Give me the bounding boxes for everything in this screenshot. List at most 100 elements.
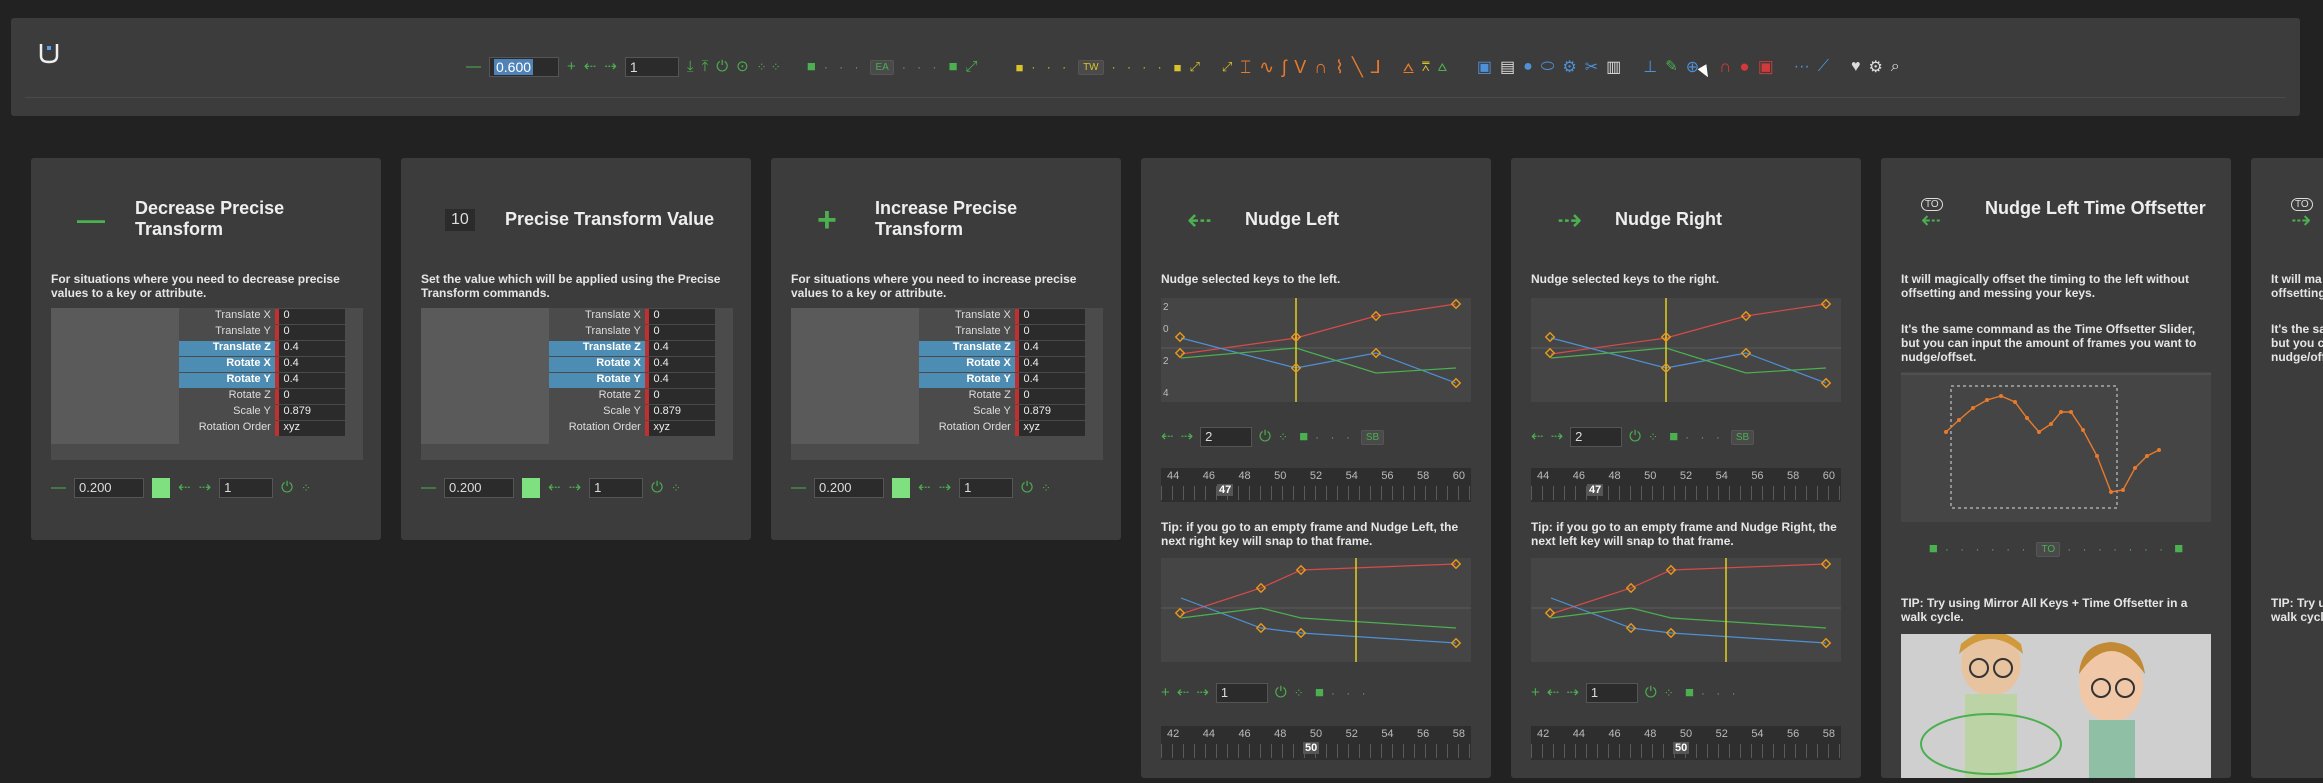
- attribute-value[interactable]: 0: [649, 325, 715, 340]
- nudge-right-icon[interactable]: ⇢: [604, 58, 617, 75]
- sb-badge[interactable]: SB: [1730, 429, 1755, 445]
- nudge-left-icon[interactable]: ⇠: [1161, 428, 1174, 445]
- timeline-ruler-2[interactable]: 42 44 46 48 50 52 54 56 58 50: [1531, 726, 1841, 760]
- search-icon[interactable]: ⌕: [1890, 58, 1900, 75]
- tween-end-icon[interactable]: ■: [1173, 59, 1182, 75]
- nudge-right-icon[interactable]: ⇢: [1550, 428, 1564, 445]
- nudge-up-icon[interactable]: ⤒: [701, 58, 709, 75]
- attribute-value[interactable]: 0: [279, 325, 345, 340]
- precise-value-field[interactable]: 0.200: [444, 478, 514, 498]
- attribute-row[interactable]: Rotate X 0.4: [919, 357, 1085, 372]
- record-icon[interactable]: ●: [1739, 57, 1750, 76]
- slider-track[interactable]: · · ·: [1315, 430, 1354, 444]
- slider-start-icon[interactable]: ■: [1928, 540, 1938, 557]
- attribute-value[interactable]: 0.4: [279, 357, 345, 372]
- power-icon[interactable]: ⏻: [281, 479, 294, 496]
- decrease-icon[interactable]: —: [51, 479, 66, 496]
- tween-slider-track[interactable]: · · ·: [1031, 60, 1071, 74]
- keys-align-icon[interactable]: ⩞: [1421, 59, 1430, 74]
- keys-gather-icon[interactable]: ⩟: [1437, 58, 1447, 75]
- attribute-value[interactable]: 0: [279, 389, 345, 404]
- precise-value-field[interactable]: 0.200: [814, 478, 884, 498]
- attribute-value[interactable]: 0: [279, 309, 345, 324]
- nudge-frames-field[interactable]: 2: [1570, 427, 1623, 447]
- nudge-frames-field[interactable]: 1: [624, 57, 679, 77]
- settings-icon[interactable]: ⚙: [1868, 59, 1883, 76]
- nudge-left-icon[interactable]: ⇠: [1176, 684, 1190, 701]
- to-badge[interactable]: TO: [2036, 541, 2061, 557]
- curve-wave-icon[interactable]: ⌇: [1335, 57, 1344, 77]
- ease-start-icon[interactable]: ■: [806, 58, 816, 75]
- frames-field[interactable]: 1: [589, 478, 644, 498]
- magnet-icon[interactable]: ∩: [1719, 57, 1732, 76]
- curve-linear-icon[interactable]: ╲: [1351, 57, 1363, 77]
- ease-badge[interactable]: EA: [870, 59, 894, 75]
- ease-curve-icon[interactable]: ⤢: [965, 58, 978, 75]
- more-icon[interactable]: ···: [1793, 58, 1810, 75]
- nudge-right-icon[interactable]: ⇢: [1180, 428, 1194, 445]
- curve-s-icon[interactable]: ∿: [1259, 57, 1275, 77]
- add-icon[interactable]: +: [1161, 684, 1170, 701]
- attribute-row[interactable]: Translate Y 0: [919, 325, 1085, 340]
- attribute-row[interactable]: Rotate Z 0: [179, 389, 345, 404]
- nudge-left-icon[interactable]: ⇠: [1546, 684, 1560, 701]
- attribute-row[interactable]: Translate Z 0.4: [919, 341, 1085, 356]
- slider-track[interactable]: · · ·: [1330, 686, 1370, 700]
- attribute-value[interactable]: 0.879: [649, 405, 715, 420]
- keys-spread-icon[interactable]: ⩟: [1402, 57, 1414, 77]
- grid-dots-icon[interactable]: ⁘: [1293, 686, 1308, 700]
- power-icon[interactable]: ⏻: [1274, 684, 1287, 701]
- attribute-row[interactable]: Translate Z 0.4: [179, 341, 345, 356]
- key-icon[interactable]: ■: [1299, 428, 1309, 445]
- attribute-row[interactable]: Translate X 0: [549, 309, 715, 324]
- precise-value-field[interactable]: 0.200: [74, 478, 144, 498]
- attribute-value[interactable]: 0.879: [279, 405, 345, 420]
- power-icon[interactable]: ⏻: [716, 58, 729, 75]
- slider-track[interactable]: · · ·: [1685, 430, 1724, 444]
- attribute-value[interactable]: 0.4: [1019, 373, 1085, 388]
- attribute-value[interactable]: 0.4: [649, 341, 715, 356]
- attribute-value[interactable]: xyz: [1019, 421, 1085, 436]
- attribute-row[interactable]: Translate Y 0: [549, 325, 715, 340]
- frames-field[interactable]: 1: [959, 478, 1014, 498]
- bookmark-icon[interactable]: ●: [1523, 58, 1533, 75]
- apply-button[interactable]: [522, 478, 540, 498]
- ease-end-icon[interactable]: ■: [948, 58, 958, 75]
- attribute-value[interactable]: 0.4: [649, 357, 715, 372]
- grid-dots-icon[interactable]: ⁘: [1278, 430, 1293, 444]
- nudge-left-icon[interactable]: ⇠: [548, 479, 561, 496]
- attribute-row[interactable]: Scale Y 0.879: [179, 405, 345, 420]
- blend-icon[interactable]: ⤢: [1221, 59, 1233, 74]
- timeline-ruler[interactable]: 44 46 48 50 52 54 56 58 60 47: [1161, 468, 1471, 502]
- apply-button[interactable]: [152, 478, 170, 498]
- attribute-row[interactable]: Translate Y 0: [179, 325, 345, 340]
- attribute-value[interactable]: 0.4: [1019, 341, 1085, 356]
- attribute-row[interactable]: Rotation Order xyz: [549, 421, 715, 436]
- clipboard-icon[interactable]: ▤: [1499, 59, 1516, 76]
- decrease-icon[interactable]: —: [421, 479, 436, 496]
- attribute-row[interactable]: Translate Z 0.4: [549, 341, 715, 356]
- attribute-value[interactable]: 0.879: [1019, 405, 1085, 420]
- ease-slider-track-2[interactable]: · · ·: [901, 60, 941, 74]
- nudge-left-icon[interactable]: ⇠: [1531, 428, 1544, 445]
- nudge-left-icon[interactable]: ⇠: [178, 479, 191, 496]
- pill-icon[interactable]: ⬭: [1540, 58, 1555, 75]
- nudge-right-icon[interactable]: ⇢: [1196, 684, 1209, 701]
- nudge-left-icon[interactable]: ⇠: [918, 479, 931, 496]
- nudge-right-icon[interactable]: ⇢: [938, 479, 952, 496]
- power-icon[interactable]: ⏻: [1629, 428, 1642, 445]
- attribute-value[interactable]: 0: [1019, 325, 1085, 340]
- power-icon[interactable]: ⏻: [1021, 479, 1034, 496]
- nudge-frames-field[interactable]: 2: [1200, 427, 1253, 447]
- attribute-row[interactable]: Rotate X 0.4: [549, 357, 715, 372]
- camera-icon[interactable]: ▣: [1757, 57, 1774, 76]
- curve-step-icon[interactable]: ⌶: [1240, 57, 1252, 77]
- tween-curve-icon[interactable]: ⤢: [1189, 59, 1200, 74]
- slider-track[interactable]: · · · · · ·: [1944, 542, 2030, 556]
- tween-badge[interactable]: TW: [1078, 59, 1104, 75]
- key-icon[interactable]: ■: [1684, 684, 1694, 701]
- attribute-row[interactable]: Scale Y 0.879: [549, 405, 715, 420]
- attribute-row[interactable]: Rotation Order xyz: [919, 421, 1085, 436]
- key-icon[interactable]: ■: [1314, 684, 1324, 701]
- slider-end-icon[interactable]: ■: [2174, 540, 2184, 557]
